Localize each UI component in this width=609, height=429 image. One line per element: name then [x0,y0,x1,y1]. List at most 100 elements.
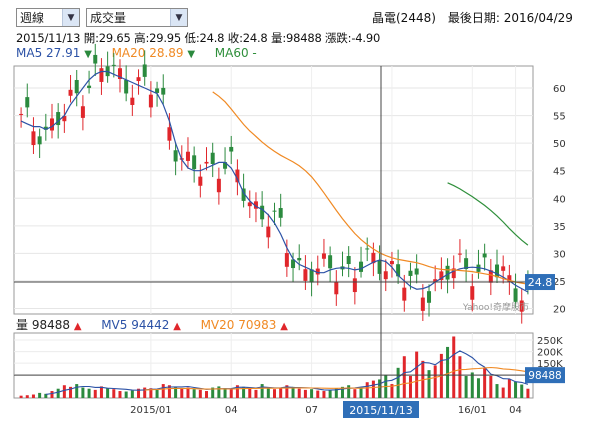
volume-bar [112,389,116,398]
candle-body [148,94,153,108]
price-tick-label: 55 [553,112,566,123]
candle-body [291,259,296,269]
volume-bar [242,386,246,398]
candle-body [439,271,444,281]
price-tick-label: 25 [553,277,566,288]
price-tick-label: 30 [553,249,566,260]
volume-bar [316,390,320,398]
candle-body [445,265,450,280]
volume-bar [507,378,511,398]
candle-body [408,270,413,276]
yahoo-watermark: Yahoo!奇摩股市 [462,301,529,313]
volume-bar [56,388,60,398]
candle-body [359,261,364,272]
candle-body [297,257,302,261]
info-high: 高:29.95 [134,31,182,45]
candle-body [223,162,228,169]
volume-bar [476,378,480,398]
volume-legend-value: 量 98488 [16,318,70,332]
volume-bar [174,386,178,398]
candle-body [124,79,129,94]
volume-bar [50,391,54,398]
volume-bar [322,391,326,398]
mv20-legend: MV20 70983 [200,318,277,332]
ma20-down-arrow-icon: ▼ [187,49,196,60]
indicator-select[interactable]: 成交量 ▼ [86,8,188,27]
volume-bar [81,387,85,398]
candle-body [136,77,141,82]
volume-bar [433,365,437,398]
candle-body [389,261,394,265]
volume-bar [223,388,227,398]
candle-body [303,269,308,281]
ma5-legend: MA5 27.91 [16,46,81,60]
volume-bar [87,388,91,398]
ma60-line [447,182,529,246]
volume-bar [75,384,79,398]
volume-bar [260,384,264,398]
volume-bar [44,393,48,398]
ma20-legend: MA20 28.89 [111,46,184,60]
candle-body [352,278,357,293]
x-tick-label: 04 [225,405,238,416]
volume-bar [186,387,190,398]
volume-bar [390,384,394,398]
volume-bar [106,388,110,398]
volume-tick-label: 200K [537,348,563,359]
candle-body [377,260,382,274]
chevron-down-icon[interactable]: ▼ [170,9,187,26]
candle-body [247,202,252,207]
quote-info-bar: 2015/11/13 開:29.65 高:29.95 低:24.8 收:24.8… [16,30,380,46]
candle-body [457,253,462,255]
mv5-up-arrow-icon: ▲ [173,321,181,332]
candle-body [272,210,277,212]
candle-body [130,97,135,105]
candle-body [315,268,320,275]
volume-bar [526,388,530,398]
period-select[interactable]: 週線 ▼ [16,8,80,27]
volume-bar [167,385,171,398]
info-low: 低:24.8 [184,31,225,45]
candle-body [31,131,36,146]
volume-bar [334,388,338,398]
price-badge-label: 24.8 [528,276,553,289]
volume-bar [137,388,141,398]
candle-body [56,112,61,126]
candle-body [173,150,178,162]
candle-body [346,255,351,265]
volume-bar [291,386,295,398]
candle-body [464,258,469,270]
price-tick-label: 35 [553,222,566,233]
crosshair-date-label: 2015/11/13 [349,404,412,417]
volume-bar [489,375,493,398]
candle-body [309,269,314,283]
volume-bar [470,372,474,398]
volume-bar [495,384,499,398]
volume-bar [161,384,165,398]
x-tick-label: 2015/01 [130,405,172,416]
volume-bar [514,381,518,398]
mv20-up-arrow-icon: ▲ [280,321,288,332]
info-date: 2015/11/13 [16,31,81,45]
x-tick-label: 16/01 [458,405,487,416]
volume-bar [192,389,196,398]
volume-bar [254,389,258,398]
candle-body [235,169,240,183]
volume-bar [396,367,400,398]
volume-tick-label: 150K [537,359,563,370]
volume-bar [155,389,159,398]
candle-body [414,268,419,275]
candle-body [266,226,271,238]
stock-title: 晶電(2448) 最後日期: 2016/04/29 [372,11,573,25]
volume-legend: 量 98488 ▲ MV5 94442 ▲ MV20 70983 ▲ [16,316,288,333]
info-change: 漲跌:-4.90 [325,31,381,45]
candle-body [49,118,54,131]
volume-bar [446,346,450,398]
volume-bar [483,367,487,398]
price-tick-label: 60 [553,84,566,95]
volume-bar [31,394,35,398]
chevron-down-icon[interactable]: ▼ [62,9,79,26]
candle-body [161,87,166,95]
x-tick-label: 04 [509,405,522,416]
